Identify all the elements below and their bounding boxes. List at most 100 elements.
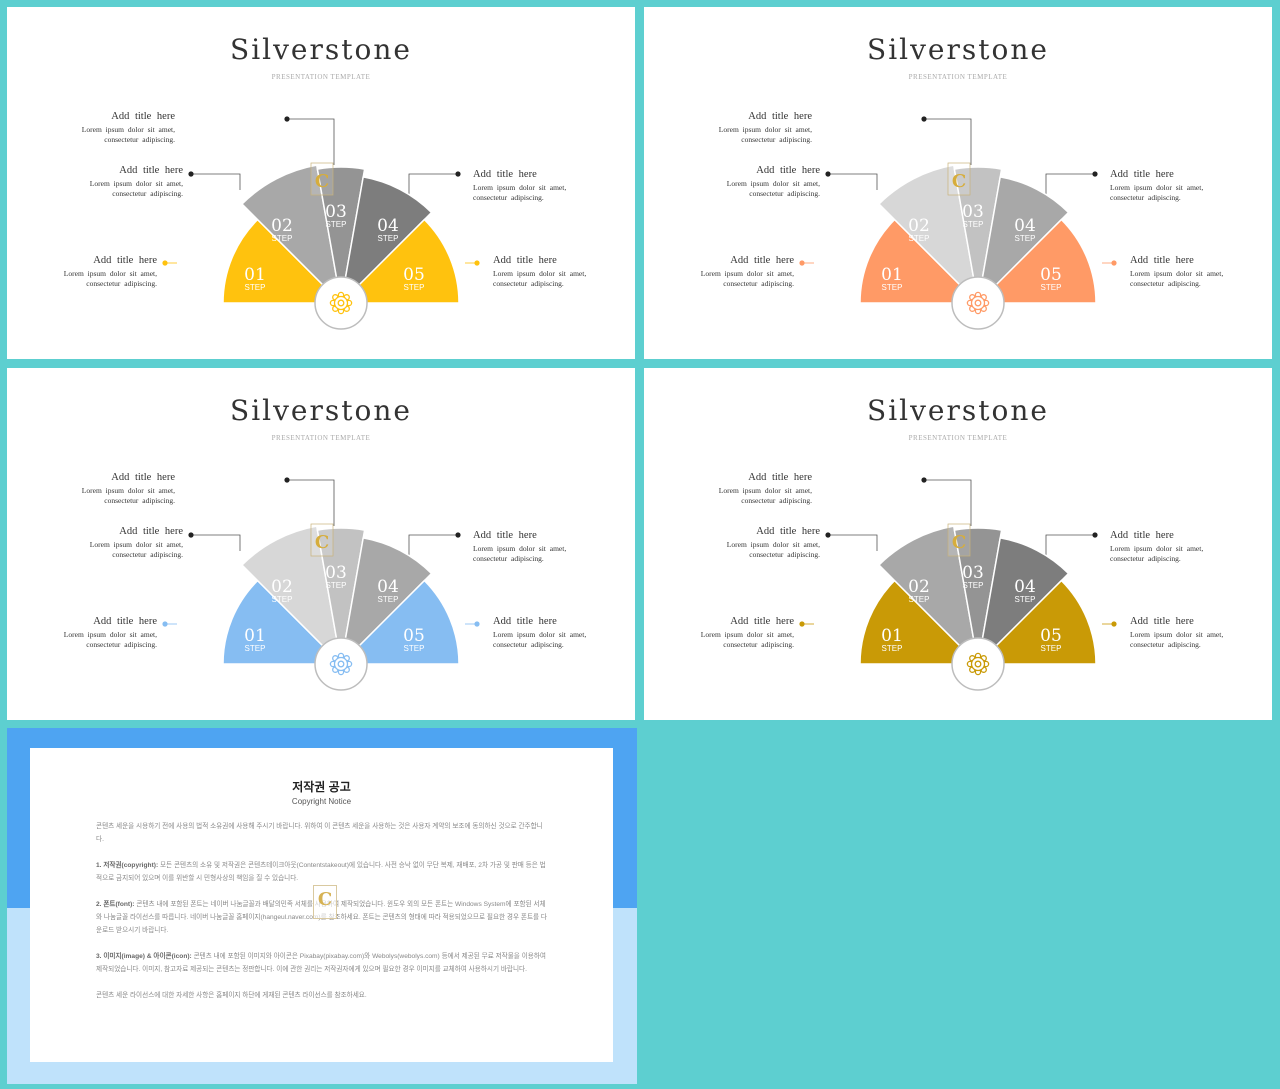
fan-segment-5[interactable] bbox=[976, 579, 1097, 665]
fan-segment-4[interactable] bbox=[976, 537, 1070, 667]
step-label-title: Add title here bbox=[756, 526, 820, 537]
fan-segment-2[interactable] bbox=[877, 525, 980, 667]
gear-icon bbox=[329, 652, 353, 676]
step-number-3: 03 bbox=[962, 202, 984, 222]
step-word-2: STEP bbox=[272, 595, 293, 604]
step-word-4: STEP bbox=[378, 595, 399, 604]
step-label-title: Add title here bbox=[493, 255, 557, 266]
label-dot-1 bbox=[799, 260, 805, 266]
step-word-5: STEP bbox=[1041, 644, 1062, 653]
notice-subtitle: Copyright Notice bbox=[291, 797, 352, 806]
fan-segment-2[interactable] bbox=[240, 525, 343, 667]
fan-segment-4[interactable] bbox=[339, 176, 433, 306]
fan-segment-3[interactable] bbox=[316, 166, 366, 304]
fan-segment-3[interactable] bbox=[316, 527, 366, 665]
step-label-5: Add title here Lorem ipsum dolor sit amet… bbox=[1130, 616, 1223, 649]
step-word-4: STEP bbox=[1015, 595, 1036, 604]
step-number-4: 04 bbox=[1014, 577, 1036, 597]
step-label-description: Lorem ipsum dolor sit amet, consectetur a… bbox=[493, 269, 587, 288]
label-dot-4 bbox=[455, 532, 461, 538]
copyright-notice-slide[interactable]: 저작권 공고 Copyright Notice 콘텐츠 세운을 시용하기 전에 … bbox=[7, 728, 637, 1084]
watermark-logo-icon: C bbox=[313, 885, 337, 919]
watermark-logo-icon: C bbox=[952, 532, 966, 553]
step-number-1: 01 bbox=[881, 626, 903, 646]
notice-p1-text: 모든 콘텐츠의 소유 및 저작권은 콘텐츠테이크아웃(Contentstakeo… bbox=[96, 862, 546, 882]
step-label-title: Add title here bbox=[1130, 616, 1194, 627]
notice-p1-head: 1. 저작권(copyright): bbox=[96, 862, 159, 869]
gear-icon bbox=[329, 291, 353, 315]
label-dot-3 bbox=[284, 477, 290, 483]
step-label-title: Add title here bbox=[493, 616, 557, 627]
step-word-4: STEP bbox=[1015, 234, 1036, 243]
step-number-2: 02 bbox=[271, 216, 293, 236]
fan-segment-2[interactable] bbox=[240, 164, 343, 306]
leader-line-4 bbox=[408, 173, 458, 197]
label-dot-2 bbox=[188, 532, 194, 538]
label-dot-1 bbox=[162, 260, 168, 266]
slide-title: Silverstone bbox=[867, 394, 1049, 427]
step-word-4: STEP bbox=[378, 234, 399, 243]
gear-icon bbox=[966, 652, 990, 676]
notice-paragraph-3: 3. 이미지(image) & 아이콘(icon): 콘텐츠 내에 포함된 이미… bbox=[96, 950, 548, 976]
step-number-4: 04 bbox=[377, 216, 399, 236]
fan-segment-1[interactable] bbox=[222, 579, 343, 665]
step-number-3: 03 bbox=[325, 563, 347, 583]
step-word-1: STEP bbox=[882, 283, 903, 292]
label-dot-2 bbox=[825, 532, 831, 538]
step-word-3: STEP bbox=[963, 581, 984, 590]
step-label-description: Lorem ipsum dolor sit amet, consectetur a… bbox=[1110, 544, 1204, 563]
fan-segment-4[interactable] bbox=[976, 176, 1070, 306]
fan-segment-1[interactable] bbox=[859, 218, 980, 304]
fan-segment-2[interactable] bbox=[877, 164, 980, 306]
label-dot-1 bbox=[162, 621, 168, 627]
step-label-description: Lorem ipsum dolor sit amet, consectetur a… bbox=[700, 269, 794, 288]
slide-blue[interactable]: Silverstone PRESENTATION TEMPLATE 01 STEP 02… bbox=[7, 368, 635, 720]
step-label-title: Add title here bbox=[730, 616, 794, 627]
slide-subtitle: PRESENTATION TEMPLATE bbox=[271, 434, 371, 442]
slide-subtitle: PRESENTATION TEMPLATE bbox=[908, 434, 1008, 442]
step-word-1: STEP bbox=[245, 283, 266, 292]
label-dot-5 bbox=[474, 260, 480, 266]
fan-segment-4[interactable] bbox=[339, 537, 433, 667]
step-number-5: 05 bbox=[1040, 626, 1062, 646]
step-label-description: Lorem ipsum dolor sit amet, consectetur a… bbox=[726, 540, 820, 559]
fan-segment-3[interactable] bbox=[953, 166, 1003, 304]
step-label-4: Add title here Lorem ipsum dolor sit amet… bbox=[473, 169, 566, 202]
leader-line-3 bbox=[924, 479, 972, 526]
slide-gold[interactable]: Silverstone PRESENTATION TEMPLATE 01 STEP 02… bbox=[644, 368, 1272, 720]
fan-segment-5[interactable] bbox=[976, 218, 1097, 304]
leader-line-2 bbox=[191, 534, 241, 551]
leader-line-2 bbox=[828, 534, 878, 551]
notice-p3-head: 3. 이미지(image) & 아이콘(icon): bbox=[96, 953, 192, 960]
watermark-frame bbox=[947, 162, 971, 196]
leader-line-2 bbox=[828, 173, 878, 190]
fan-segment-1[interactable] bbox=[859, 579, 980, 665]
step-label-2: Add title here Lorem ipsum dolor sit amet… bbox=[90, 165, 183, 198]
leader-line-4 bbox=[1045, 534, 1095, 558]
label-dot-2 bbox=[825, 171, 831, 177]
slide-title: Silverstone bbox=[230, 394, 412, 427]
step-label-3: Add title here Lorem ipsum dolor sit amet… bbox=[82, 111, 175, 144]
slide-orange[interactable]: Silverstone PRESENTATION TEMPLATE 01 STEP 02… bbox=[644, 7, 1272, 359]
step-label-title: Add title here bbox=[748, 472, 812, 483]
step-label-description: Lorem ipsum dolor sit amet, consectetur a… bbox=[473, 544, 567, 563]
step-word-2: STEP bbox=[272, 234, 293, 243]
fan-segment-1[interactable] bbox=[222, 218, 343, 304]
step-word-2: STEP bbox=[909, 234, 930, 243]
step-number-4: 04 bbox=[377, 577, 399, 597]
step-number-3: 03 bbox=[962, 563, 984, 583]
fan-segment-5[interactable] bbox=[339, 218, 460, 304]
fan-segment-5[interactable] bbox=[339, 579, 460, 665]
step-label-title: Add title here bbox=[756, 165, 820, 176]
step-label-3: Add title here Lorem ipsum dolor sit amet… bbox=[719, 111, 812, 144]
slide-yellow[interactable]: Silverstone PRESENTATION TEMPLATE 01 STEP 02… bbox=[7, 7, 635, 359]
step-number-1: 01 bbox=[244, 626, 266, 646]
step-label-description: Lorem ipsum dolor sit amet, consectetur a… bbox=[700, 630, 794, 649]
step-word-3: STEP bbox=[963, 220, 984, 229]
step-label-description: Lorem ipsum dolor sit amet, consectetur a… bbox=[89, 540, 183, 559]
fan-segment-3[interactable] bbox=[953, 527, 1003, 665]
step-label-description: Lorem ipsum dolor sit amet, consectetur a… bbox=[493, 630, 587, 649]
step-label-title: Add title here bbox=[1110, 530, 1174, 541]
